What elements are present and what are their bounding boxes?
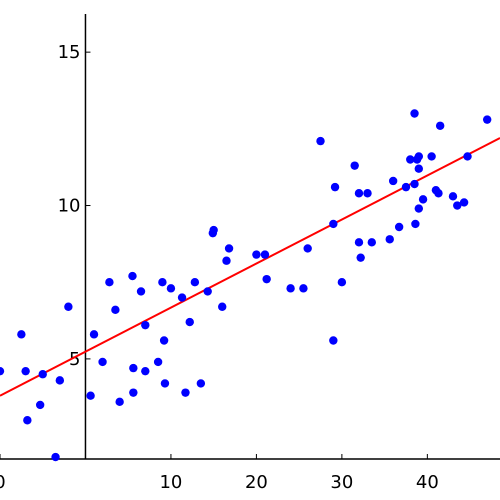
data-point [158,278,167,287]
data-point [129,363,138,373]
data-point [51,452,60,462]
data-point [159,336,169,345]
data-point [23,416,32,425]
data-point [86,391,95,400]
data-point [196,379,206,388]
data-point [388,176,398,186]
x-axis: 0 10 20 30 40 [0,454,500,493]
data-point [38,370,47,379]
data-point [181,388,190,397]
data-point [385,235,394,244]
data-point [299,284,308,293]
data-point [153,357,163,367]
data-point [218,302,227,311]
data-point [222,256,231,265]
data-point [427,152,436,161]
data-point [141,320,150,330]
data-point [356,253,365,262]
y-axis: 5 10 15 [58,14,91,459]
data-point [35,400,45,410]
y-tick-label: 15 [58,42,81,63]
data-points-group [0,109,492,462]
x-tick-label: 0 [0,472,6,493]
data-point [354,189,364,198]
data-point [224,244,234,253]
data-point [141,366,150,376]
data-point [394,222,404,232]
data-point [406,155,415,164]
data-point [410,179,419,189]
data-point [435,121,445,130]
data-point [414,152,424,161]
data-point [414,204,424,213]
data-point [190,278,200,287]
x-tick-label: 10 [159,472,182,493]
x-tick-label: 30 [330,472,353,493]
fit-line-group [0,137,500,397]
regression-line [0,137,500,397]
data-point [401,182,411,192]
data-point [350,161,359,170]
data-point [303,244,312,253]
data-point [411,219,420,229]
data-point [166,284,176,293]
data-point [414,164,424,173]
data-point [367,238,376,247]
data-point [354,238,364,247]
data-point [453,201,462,210]
data-point [177,293,187,302]
data-point [64,302,73,311]
data-point [329,336,338,345]
y-tick-label: 5 [69,349,80,370]
data-point [128,271,137,281]
data-point [252,250,261,259]
data-point [410,109,419,118]
data-point [459,198,469,207]
data-point [185,317,194,327]
data-point [418,195,428,204]
data-point [209,225,218,235]
data-point [262,274,271,284]
data-point [482,115,492,124]
data-point [115,397,124,407]
x-tick-label: 20 [245,472,268,493]
data-point [136,287,146,296]
x-tick-label: 40 [416,472,439,493]
data-point [363,189,372,198]
data-point [448,192,458,201]
data-point [0,366,5,376]
data-point [111,305,120,315]
data-point [329,219,338,229]
data-point [330,182,340,192]
data-point [55,376,65,385]
data-point [160,379,170,388]
data-point [316,136,325,146]
data-point [105,278,114,287]
data-point [463,152,472,161]
data-point [21,366,30,376]
data-point [434,189,443,198]
data-point [17,330,26,339]
data-point [129,388,138,397]
data-point [260,250,270,259]
y-tick-label: 10 [58,196,81,217]
data-point [98,357,107,367]
data-point [89,330,99,339]
data-point [286,284,295,293]
data-point [203,287,212,296]
data-point [337,278,347,287]
